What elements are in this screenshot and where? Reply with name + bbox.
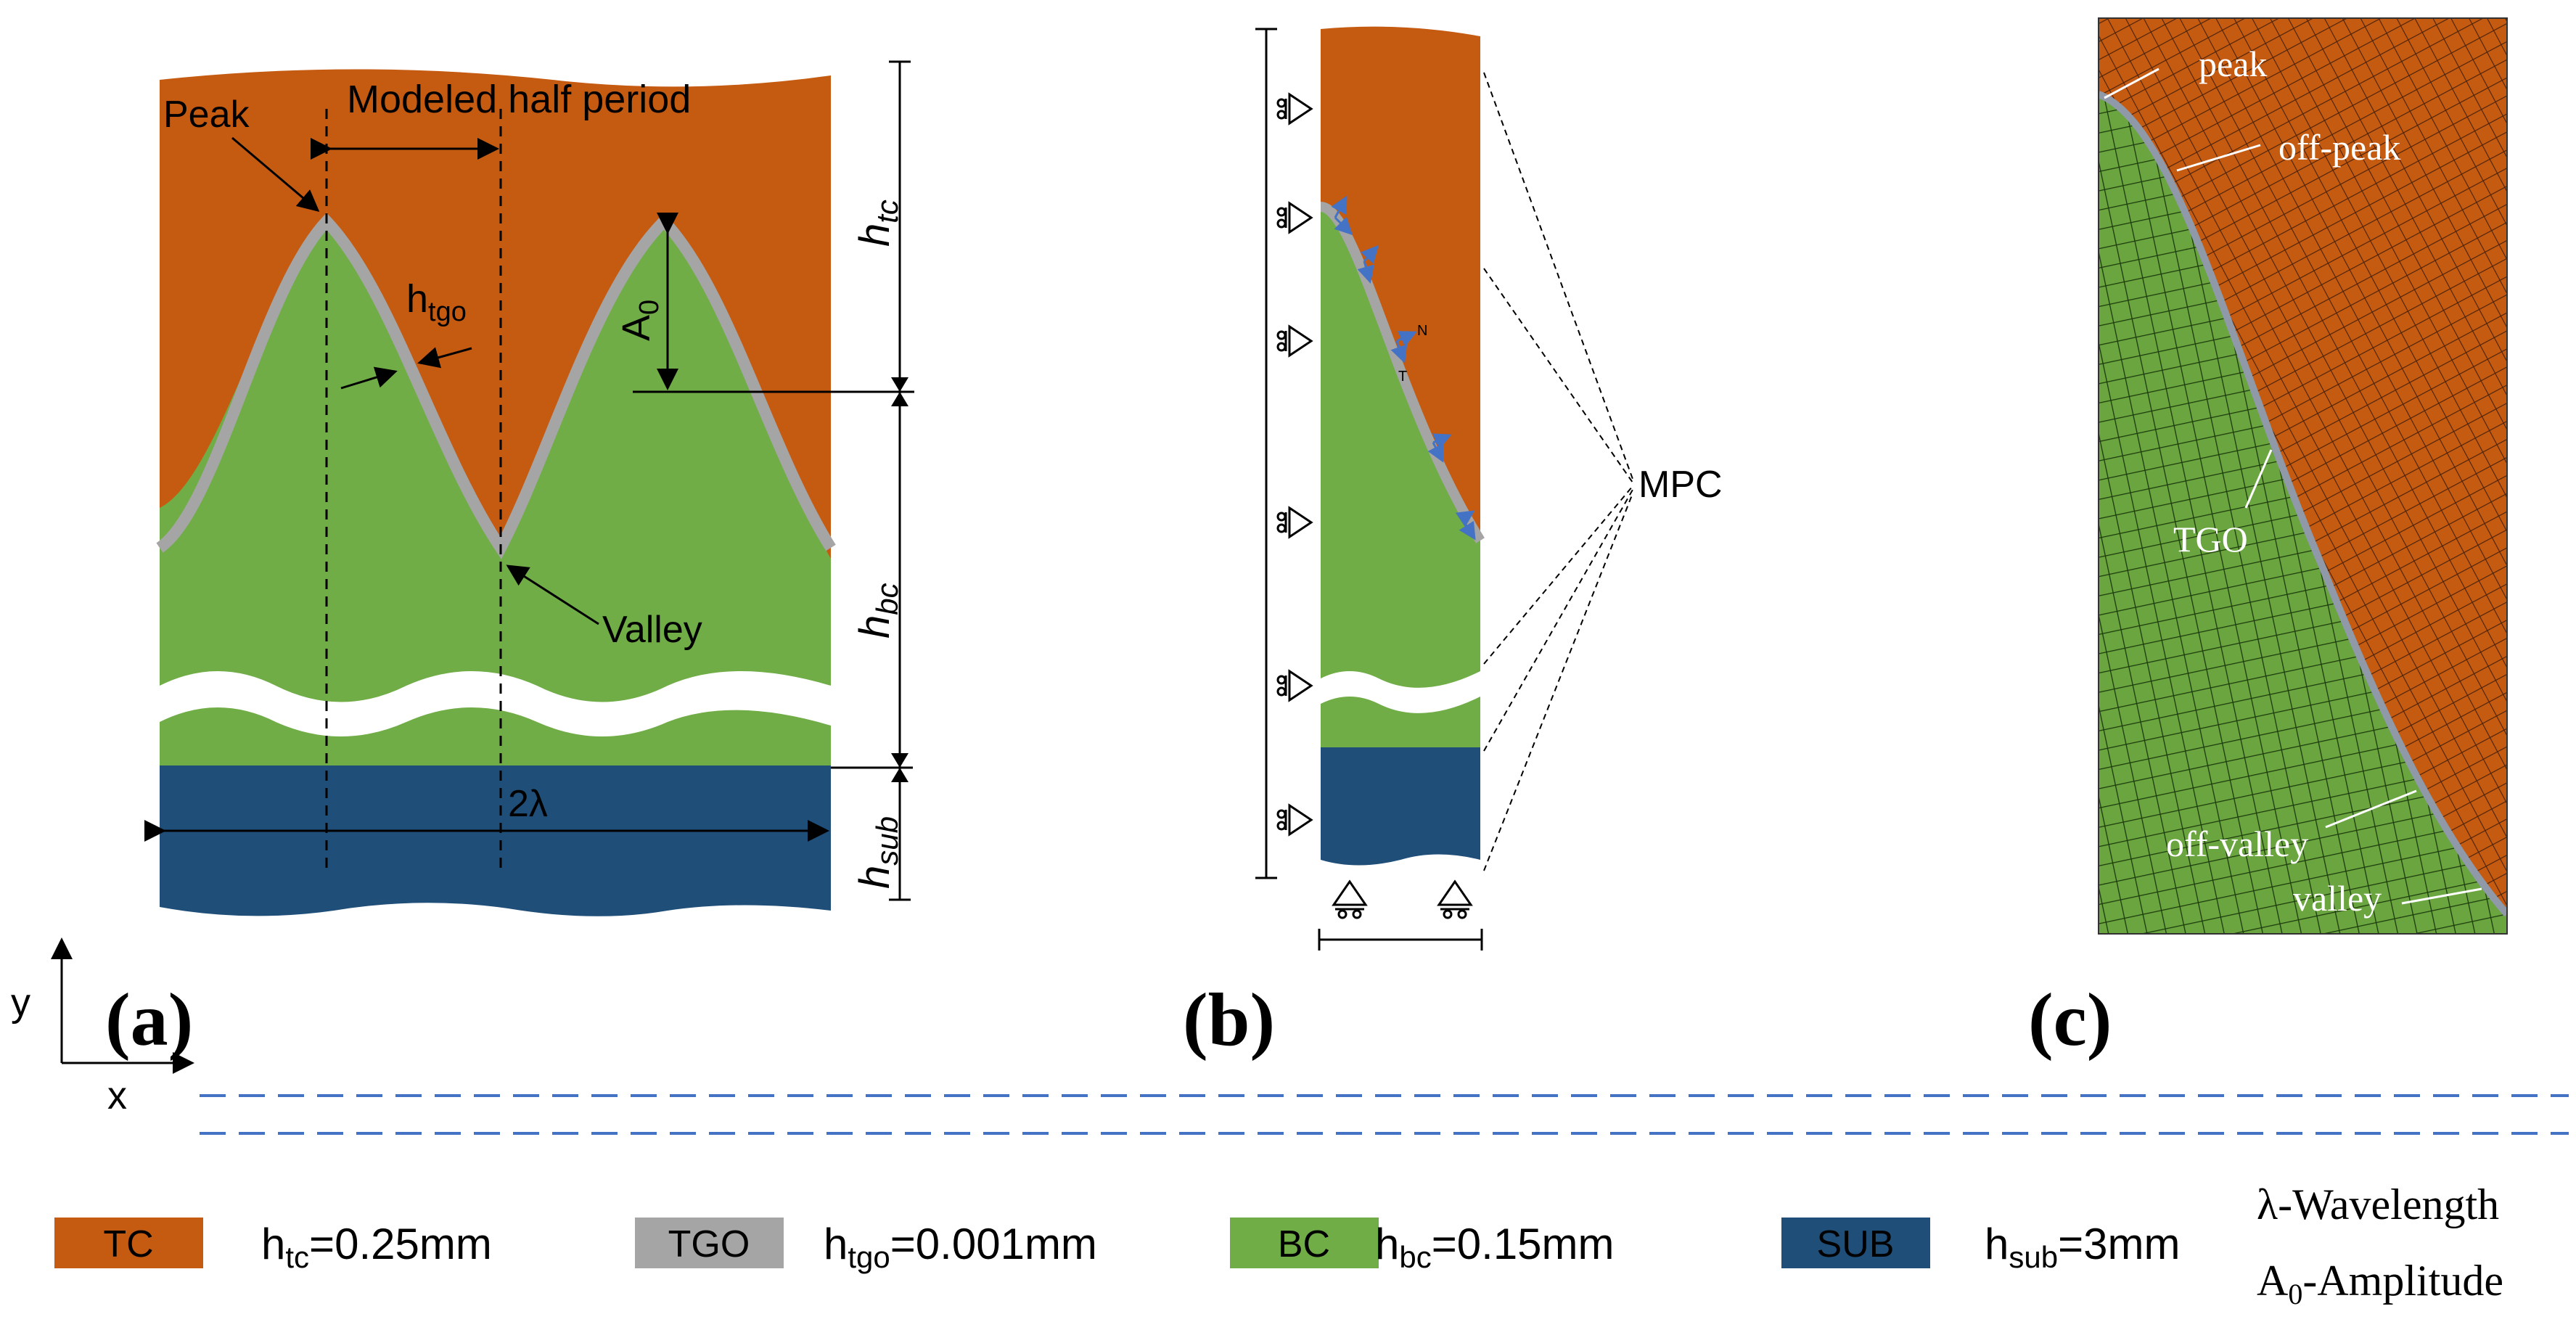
legend-box-sub-text: SUB	[1817, 1223, 1895, 1265]
panel-c-tgo-band	[2099, 91, 2507, 917]
legend-box-sub	[1781, 1218, 1930, 1268]
panel-b-normal-label: N	[1417, 323, 1427, 339]
panel-b-roller-support	[1276, 669, 1313, 702]
legend-amplitude-note: A0-Amplitude	[2257, 1257, 2503, 1310]
panel-a-sub-layer	[160, 765, 831, 916]
panel-c-off-peak-label: off-peak	[2278, 127, 2400, 168]
panel-c-off-valley-leader	[2325, 789, 2417, 829]
panel-c-off-valley-label: off-valley	[2166, 824, 2308, 864]
panel-b-break	[1321, 671, 1480, 713]
panel-a-label: (a)	[105, 978, 193, 1062]
panel-b-tangent-arrow-5	[1459, 518, 1476, 541]
panel-c-peak-label: peak	[2199, 44, 2267, 84]
panel-b-left-supports	[1276, 92, 1313, 837]
panel-b-normal-arrow-1	[1331, 195, 1348, 218]
panel-a-htgo-arrow-1	[417, 347, 472, 369]
panel-a-bc-bottom-marker	[891, 753, 908, 782]
panel-c-frame	[2098, 17, 2508, 935]
y-axis-label: y	[11, 981, 30, 1025]
panel-b-label: (b)	[1183, 978, 1275, 1062]
panel-c-tgo-leader	[2244, 449, 2273, 509]
panel-c-tgo-label: TGO	[2173, 519, 2248, 559]
panel-a-peak-arrow	[231, 136, 320, 212]
panel-a-hbc-label: hbc	[851, 583, 904, 639]
panel-a-valley-arrow	[506, 564, 599, 625]
panel-a-a0-label: A0	[615, 300, 665, 341]
panel-c-peak-leader	[2104, 67, 2159, 99]
panel-b-bc-layer	[1321, 210, 1480, 747]
legend-box-tc-text: TC	[103, 1223, 153, 1265]
panel-b-tangent-arrow-1	[1334, 216, 1353, 236]
panel-a-htc-label: htc	[851, 200, 904, 247]
panel-b-normal-arrow-3	[1396, 331, 1417, 347]
panel-c-valley-leader	[2401, 887, 2482, 905]
panel-a-htgo-label: htgo	[406, 277, 467, 327]
legend-box-tgo	[635, 1218, 784, 1268]
legend-box-bc	[1230, 1218, 1379, 1268]
panel-b-mpc-label: MPC	[1638, 464, 1723, 506]
panel-a-peak-label: Peak	[163, 94, 250, 136]
panel-b-bottom-supports	[1318, 879, 1483, 951]
panel-b-bottom-roller-left	[1332, 879, 1368, 919]
panel-b-normal-arrow-5	[1455, 510, 1475, 527]
x-axis-label: x	[107, 1074, 127, 1117]
panel-a-tc-bottom-marker	[891, 377, 908, 406]
panel-b-tangent-arrow-2	[1357, 260, 1374, 284]
panel-b-sub-layer	[1321, 747, 1480, 866]
panel-a-htgo-arrow-2	[340, 366, 398, 390]
panel-a-wavelength-label: 2λ	[508, 783, 548, 825]
legend-box-bc-text: BC	[1278, 1223, 1330, 1265]
legend-wavelength-note: λ-Wavelength	[2257, 1181, 2499, 1228]
panel-b-mpc-leaders	[1483, 72, 1633, 871]
coordinate-axes: y x	[11, 937, 194, 1117]
panel-b-normal-arrow-2	[1361, 245, 1379, 264]
panel-a-hsub-label: hsub	[851, 816, 904, 889]
panel-a-valley-label: Valley	[602, 609, 702, 651]
panel-b-roller-support	[1276, 506, 1313, 539]
panel-b-tangent-arrow-3	[1390, 340, 1408, 364]
legend-tgo-value: htgo=0.001mm	[824, 1220, 1097, 1274]
panel-a: Modeled half period Peak Valley htgo A0 …	[105, 60, 914, 1062]
panel-b-roller-support	[1276, 201, 1313, 234]
panel-c-valley-label: valley	[2293, 878, 2382, 919]
panel-c-label: (c)	[2028, 978, 2112, 1062]
legend-box-tc	[54, 1218, 203, 1268]
panel-c-bc-mesh	[2099, 94, 2507, 934]
legend: TC htc=0.25mm TGO htgo=0.001mm BC hbc=0.…	[54, 1181, 2503, 1310]
legend-sub-value: hsub=3mm	[1985, 1220, 2180, 1274]
panel-b: N T	[1183, 26, 1723, 1062]
panel-b-normal-arrow-4	[1432, 433, 1452, 450]
panel-c-off-peak-leader	[2176, 144, 2261, 172]
panel-c: peak off-peak TGO off-valley valley (c)	[2028, 17, 2508, 1062]
legend-tc-value: htc=0.25mm	[261, 1220, 492, 1274]
panel-b-local-axes: N T	[1331, 195, 1476, 541]
panel-b-bottom-roller-right	[1437, 879, 1473, 919]
legend-box-tgo-text: TGO	[668, 1223, 750, 1265]
panel-b-roller-support	[1276, 92, 1313, 126]
panel-b-tangent-label: T	[1398, 369, 1407, 385]
legend-bc-value: hbc=0.15mm	[1375, 1220, 1615, 1274]
panel-b-roller-support	[1276, 803, 1313, 837]
panel-b-tangent-arrow-4	[1427, 442, 1444, 463]
panel-b-roller-support	[1276, 324, 1313, 358]
panel-a-modeled-half-period-label: Modeled half period	[347, 78, 691, 121]
